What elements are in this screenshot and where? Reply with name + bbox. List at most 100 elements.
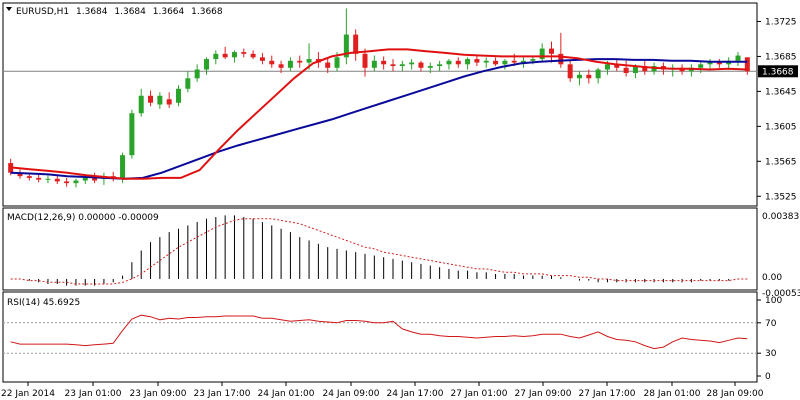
candle-body	[595, 69, 601, 79]
candle-body	[493, 60, 499, 65]
time-axis-label: 27 Jan 17:00	[579, 389, 636, 399]
price-axis-label: 1.3565	[765, 157, 797, 167]
candle-body	[707, 62, 713, 65]
rsi-axis-label: 0	[765, 372, 771, 382]
candle-body	[73, 180, 79, 184]
macd-title: MACD(12,26,9) 0.00000 -0.00009	[7, 213, 159, 223]
time-axis-label: 23 Jan 09:00	[130, 389, 187, 399]
ohlc-low: 1.3664	[153, 7, 185, 17]
ohlc-high: 1.3684	[114, 7, 146, 17]
candle-body	[54, 178, 60, 182]
candle-body	[287, 60, 293, 68]
candle-body	[381, 60, 387, 65]
fast-moving-average-line	[10, 48, 748, 180]
candle-body	[353, 34, 359, 54]
candle-body	[455, 60, 461, 65]
candle-body	[474, 59, 480, 63]
candle-body	[306, 59, 312, 63]
axes: 1.3725 1.3685 1.3645 1.3605 1.3565 1.3525 1.36…	[1, 17, 800, 399]
candle-body	[26, 176, 32, 178]
candle-body	[17, 172, 23, 177]
time-axis-label: 22 Jan 2014	[1, 389, 55, 399]
rsi-plot	[3, 314, 757, 354]
candle-body	[576, 74, 582, 79]
candle-body	[176, 88, 182, 103]
ohlc-close: 1.3668	[191, 7, 223, 17]
candle-body	[614, 64, 620, 68]
macd-signal-line	[10, 218, 748, 285]
candle-body	[483, 60, 489, 63]
candle-body	[586, 74, 592, 79]
current-price-tag	[758, 65, 798, 78]
candle-body	[465, 59, 471, 65]
candle-body	[698, 64, 704, 68]
candle-body	[36, 177, 42, 180]
candle-body	[185, 78, 191, 89]
candle-body	[343, 34, 349, 58]
rsi-axis-label: 30	[765, 349, 777, 359]
price-axis-label: 1.3645	[765, 87, 797, 97]
macd-axis-label: 0.00	[762, 273, 782, 283]
rsi-title: RSI(14) 45.6925	[7, 298, 80, 308]
price-axis-label: 1.3525	[765, 192, 797, 202]
candle-body	[138, 95, 144, 114]
candle-body	[45, 178, 51, 180]
price-plot	[3, 8, 757, 188]
candle-body	[231, 52, 237, 58]
candle-body	[642, 66, 648, 72]
candle-body	[297, 60, 303, 63]
symbol-title: EURUSD,H1	[16, 7, 69, 17]
macd-axis-label: 0.00383	[762, 212, 799, 222]
candle-body	[623, 67, 629, 74]
candle-body	[716, 62, 722, 65]
candle-body	[362, 53, 368, 68]
candle-body	[632, 66, 638, 74]
candle-body	[409, 62, 415, 65]
candle-body	[530, 59, 536, 61]
candle-body	[604, 64, 610, 70]
candle-body	[735, 55, 741, 61]
candle-body	[558, 53, 564, 65]
rsi-axis-label: 100	[765, 296, 782, 306]
candle-body	[259, 57, 265, 61]
price-axis-label: 1.3605	[765, 122, 797, 132]
candle-body	[446, 60, 452, 65]
candle-body	[213, 53, 219, 60]
collapse-triangle-icon[interactable]	[6, 7, 12, 11]
candle-body	[129, 113, 135, 156]
macd-plot	[10, 215, 748, 286]
candle-body	[502, 60, 508, 65]
candle-body	[521, 60, 527, 63]
candle-body	[120, 155, 126, 179]
candle-body	[278, 64, 284, 68]
candle-body	[371, 60, 377, 68]
rsi-panel-frame	[2, 291, 758, 383]
current-price-value: 1.3668	[762, 67, 794, 77]
candle-body	[269, 60, 275, 65]
candle-body	[82, 177, 88, 181]
candle-body	[203, 59, 209, 70]
candle-body	[334, 57, 340, 68]
candle-body	[427, 66, 433, 68]
candle-body	[418, 62, 424, 68]
candle-body	[250, 53, 256, 58]
candle-body	[511, 60, 517, 63]
candle-body	[539, 48, 545, 60]
candle-body	[222, 53, 228, 58]
candle-body	[194, 69, 200, 79]
time-axis-label: 24 Jan 17:00	[387, 389, 444, 399]
rsi-axis-label: 70	[765, 319, 777, 329]
macd-axis-label: -0.00053	[762, 289, 800, 299]
price-panel-frame	[2, 2, 758, 207]
candle-body	[549, 48, 555, 54]
candle-body	[325, 62, 331, 68]
rsi-line	[10, 314, 748, 350]
candle-body	[92, 177, 98, 181]
time-axis-label: 28 Jan 01:00	[644, 389, 701, 399]
price-title: EURUSD,H1 1.3684 1.3684 1.3664 1.3668	[16, 7, 223, 17]
price-axis-label: 1.3725	[765, 17, 797, 27]
price-axis-label: 1.3685	[765, 52, 797, 62]
time-axis-label: 24 Jan 09:00	[323, 389, 380, 399]
